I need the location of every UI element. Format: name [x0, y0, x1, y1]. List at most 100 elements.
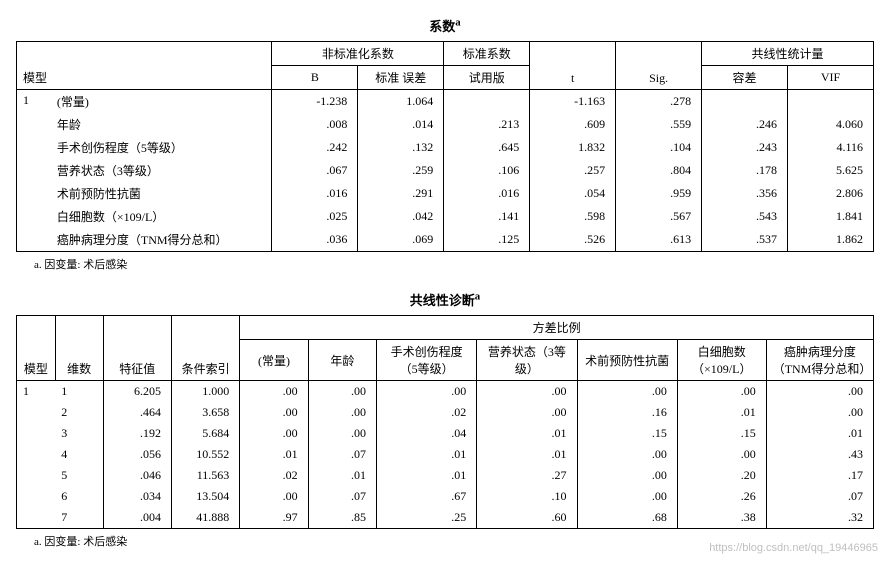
- cell-eigen: 6.205: [103, 381, 171, 403]
- cell-vif: 5.625: [788, 159, 874, 182]
- head-model: 模型: [17, 42, 272, 90]
- cell-dim: 6: [55, 486, 103, 507]
- cell-b: -1.238: [272, 90, 358, 114]
- cell-eigen: .034: [103, 486, 171, 507]
- cell-beta: .213: [444, 113, 530, 136]
- cell-age: .07: [308, 486, 376, 507]
- cell-const: .00: [240, 486, 308, 507]
- cell-t: -1.163: [530, 90, 616, 114]
- cell-tol: .246: [702, 113, 788, 136]
- cell-surg: .01: [377, 444, 477, 465]
- cell-t: .257: [530, 159, 616, 182]
- cell-dim: 5: [55, 465, 103, 486]
- cell-eigen: .464: [103, 402, 171, 423]
- cell-anti: .00: [577, 381, 677, 403]
- cell-const: .00: [240, 423, 308, 444]
- cell-nutr: .01: [477, 423, 577, 444]
- cell-tol: [702, 90, 788, 114]
- collin-table-title: 共线性诊断a: [16, 290, 874, 309]
- cell-nutr: .00: [477, 381, 577, 403]
- table-row: 3.1925.684.00.00.04.01.15.15.01: [17, 423, 874, 444]
- cell-anti: .16: [577, 402, 677, 423]
- cell-age: .85: [308, 507, 376, 529]
- head2-dim: 维数: [55, 316, 103, 381]
- head2-const: (常量): [240, 340, 308, 381]
- head-vif: VIF: [788, 66, 874, 90]
- row-label: 白细胞数（×109/L）: [51, 205, 272, 228]
- row-label: 年龄: [51, 113, 272, 136]
- head-se: 标准 误差: [358, 66, 444, 90]
- cell-nutr: .27: [477, 465, 577, 486]
- cell-beta: .645: [444, 136, 530, 159]
- table-row: 2.4643.658.00.00.02.00.16.01.00: [17, 402, 874, 423]
- cell-cond: 3.658: [171, 402, 239, 423]
- head2-eigen: 特征值: [103, 316, 171, 381]
- cell-wbc: .38: [677, 507, 766, 529]
- head-sig: Sig.: [616, 42, 702, 90]
- head2-wbc: 白细胞数（×109/L）: [677, 340, 766, 381]
- cell-surg: .01: [377, 465, 477, 486]
- cell-anti: .00: [577, 465, 677, 486]
- head2-surg: 手术创伤程度（5等级）: [377, 340, 477, 381]
- cell-vif: 4.060: [788, 113, 874, 136]
- table-row: 年龄.008.014.213.609.559.2464.060: [17, 113, 874, 136]
- cell-wbc: .20: [677, 465, 766, 486]
- cell-sig: .567: [616, 205, 702, 228]
- cell-const: .00: [240, 402, 308, 423]
- table-row: 7.00441.888.97.85.25.60.68.38.32: [17, 507, 874, 529]
- coeff-table: 模型 非标准化系数 标准系数 t Sig. 共线性统计量 B 标准 误差 试用版…: [16, 41, 874, 252]
- table-row: 癌肿病理分度（TNM得分总和）.036.069.125.526.613.5371…: [17, 228, 874, 252]
- table-row: 116.2051.000.00.00.00.00.00.00.00: [17, 381, 874, 403]
- row-label: 营养状态（3等级）: [51, 159, 272, 182]
- cell-const: .01: [240, 444, 308, 465]
- head-beta: 试用版: [444, 66, 530, 90]
- cell-wbc: .26: [677, 486, 766, 507]
- watermark: https://blog.csdn.net/qq_19446965: [709, 542, 878, 554]
- head2-cond: 条件索引: [171, 316, 239, 381]
- cell-eigen: .046: [103, 465, 171, 486]
- cell-nutr: .60: [477, 507, 577, 529]
- head-t: t: [530, 42, 616, 90]
- head-b: B: [272, 66, 358, 90]
- head-nonstd: 非标准化系数: [272, 42, 444, 66]
- cell-anti: .68: [577, 507, 677, 529]
- cell-anti: .15: [577, 423, 677, 444]
- head-collin: 共线性统计量: [702, 42, 874, 66]
- cell-eigen: .192: [103, 423, 171, 444]
- table-row: 手术创伤程度（5等级）.242.132.6451.832.104.2434.11…: [17, 136, 874, 159]
- cell-dim: 7: [55, 507, 103, 529]
- cell-beta: .141: [444, 205, 530, 228]
- cell-vif: 2.806: [788, 182, 874, 205]
- cell-b: .242: [272, 136, 358, 159]
- cell-beta: .125: [444, 228, 530, 252]
- cell-surg: .00: [377, 381, 477, 403]
- cell-tnm: .01: [766, 423, 873, 444]
- cell-se: .291: [358, 182, 444, 205]
- cell-tol: .537: [702, 228, 788, 252]
- cell-t: .609: [530, 113, 616, 136]
- cell-t: 1.832: [530, 136, 616, 159]
- cell-tol: .543: [702, 205, 788, 228]
- cell-cond: 41.888: [171, 507, 239, 529]
- cell-tol: .178: [702, 159, 788, 182]
- table-row: 术前预防性抗菌.016.291.016.054.959.3562.806: [17, 182, 874, 205]
- coeff-title-text: 系数: [429, 19, 455, 34]
- head2-nutr: 营养状态（3等级）: [477, 340, 577, 381]
- cell-cond: 13.504: [171, 486, 239, 507]
- table-row: 1(常量)-1.2381.064-1.163.278: [17, 90, 874, 114]
- cell-const: .97: [240, 507, 308, 529]
- coeff-footnote: a. 因变量: 术后感染: [34, 256, 874, 272]
- cell-beta: .106: [444, 159, 530, 182]
- cell-tnm: .43: [766, 444, 873, 465]
- cell-sig: .959: [616, 182, 702, 205]
- cell-b: .025: [272, 205, 358, 228]
- cell-anti: .00: [577, 444, 677, 465]
- cell-const: .00: [240, 381, 308, 403]
- collin-title-text: 共线性诊断: [410, 293, 475, 308]
- cell-nutr: .00: [477, 402, 577, 423]
- cell-se: .014: [358, 113, 444, 136]
- cell-b: .036: [272, 228, 358, 252]
- table-row: 4.05610.552.01.07.01.01.00.00.43: [17, 444, 874, 465]
- cell-eigen: .004: [103, 507, 171, 529]
- cell-surg: .25: [377, 507, 477, 529]
